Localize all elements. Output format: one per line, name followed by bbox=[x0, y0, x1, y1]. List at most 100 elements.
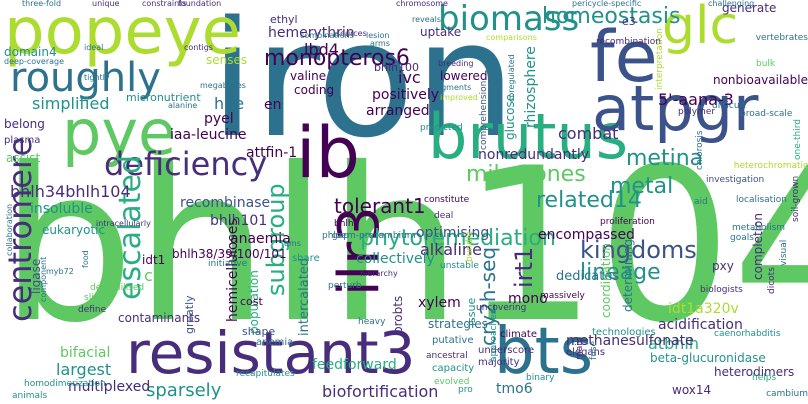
word-bhlh105: metina bbox=[626, 146, 704, 171]
word-bifacial: largest bbox=[56, 360, 112, 379]
word-idt1a320v: acidification bbox=[658, 317, 743, 333]
word-cre: idt1 bbox=[142, 253, 166, 267]
word-caenorhabditis: dicots bbox=[767, 267, 777, 294]
word-milestones: milestones bbox=[466, 162, 586, 187]
word-bhlh: deal bbox=[434, 211, 454, 221]
word-bts: bts bbox=[494, 315, 594, 389]
word-encompassed: dedicates bbox=[556, 269, 620, 284]
word-pericycle-specific: chromosome bbox=[396, 0, 448, 8]
word-cambium: one-third bbox=[793, 119, 803, 160]
word-cost: shape bbox=[242, 325, 276, 338]
word-glucose: arranged bbox=[366, 103, 430, 119]
word-soil-grown: helps bbox=[752, 373, 777, 383]
word-metal: phytoremediation bbox=[360, 226, 556, 251]
word-proliferation: comprehension bbox=[479, 80, 489, 150]
word-binary: pro bbox=[458, 385, 473, 395]
word-homodimerization: component bbox=[39, 256, 48, 302]
word-biomass: biomass bbox=[438, 0, 580, 39]
word-recombination: pericycle-specific bbox=[572, 0, 642, 8]
word-kingdoms: irt1 bbox=[510, 246, 538, 288]
word-metina: metal bbox=[610, 174, 674, 199]
word-iron: iron bbox=[210, 0, 517, 173]
word-intracellularly: initiative bbox=[208, 259, 248, 269]
word-chlorosis: bulk bbox=[756, 59, 776, 69]
word-collaboration: myb72 bbox=[46, 267, 74, 276]
word-difficult: polymer bbox=[678, 107, 716, 117]
word-underscore: putative bbox=[432, 335, 474, 346]
word-contigs: tightly bbox=[84, 73, 110, 82]
word-challenging: recombination bbox=[596, 37, 661, 47]
word-xylem: rhizosphere bbox=[523, 46, 539, 128]
word-recombinase: insoluble bbox=[30, 201, 93, 217]
word-probts: alkaline bbox=[420, 240, 482, 259]
word-issue: climate bbox=[500, 329, 537, 340]
word-alkaline: optimising bbox=[416, 225, 490, 241]
word-feedforward: contaminants bbox=[118, 311, 201, 325]
word-ideal: contigs bbox=[184, 43, 213, 52]
word-ib: ib bbox=[296, 112, 360, 194]
word-segments: improved bbox=[440, 93, 478, 102]
word-improved: coregulated bbox=[507, 54, 516, 102]
word-elegans: majority bbox=[478, 357, 520, 368]
word-micronutrient: uptake bbox=[420, 25, 462, 39]
word-multiplexed: hemicelluloses bbox=[225, 218, 241, 322]
word-insoluble: bhlh101 bbox=[210, 213, 268, 229]
word-deep-coverage: ideal bbox=[84, 43, 104, 52]
word-unstable: bundle bbox=[465, 231, 475, 262]
word-wox14: pxy bbox=[712, 259, 734, 273]
word-hhe: pyel bbox=[204, 111, 234, 127]
word-heavy: define bbox=[78, 305, 107, 315]
word-constitute: predicted bbox=[420, 123, 463, 133]
word-ethyl: e3 bbox=[622, 15, 636, 28]
word-foundation: deep-coverage bbox=[4, 57, 65, 66]
word-deficiency: deficiency bbox=[104, 145, 268, 183]
word-5-aana-3: simplified bbox=[32, 94, 110, 113]
word-completion: metabolism bbox=[732, 223, 786, 233]
word-arms: sources bbox=[336, 29, 367, 38]
word-deal: constitute bbox=[424, 195, 470, 205]
word-ivc: hhe bbox=[214, 94, 245, 113]
word-one-third: broad-scale bbox=[740, 109, 793, 119]
word-biologists: fuse bbox=[589, 340, 599, 360]
word-bundle: uncovering bbox=[476, 303, 527, 313]
word-heterochromatic: soil-grown bbox=[791, 175, 801, 222]
word-initiative: ems bbox=[284, 239, 301, 248]
word-plasma: micronutrient bbox=[126, 91, 201, 104]
word-valine: senses bbox=[206, 53, 248, 67]
word-megabases: alanine bbox=[168, 101, 198, 110]
word-coregulated: combinations bbox=[300, 31, 354, 40]
word-attfin-1: bhlh34bhlh104 bbox=[10, 182, 131, 201]
word-monopteros6: 5'-aana-3 bbox=[658, 90, 734, 109]
word-shape: strategies bbox=[428, 317, 488, 331]
word-dedicates: idt1a320v bbox=[668, 301, 739, 317]
word-positively: coding bbox=[294, 83, 335, 97]
word-pye: pye bbox=[62, 96, 177, 169]
word-beta-glucuronidase: tmo6 bbox=[496, 381, 533, 397]
word-lineage: kingdoms bbox=[580, 236, 697, 264]
word-reveals: comparisons bbox=[486, 33, 537, 42]
word-optimising: collectively bbox=[356, 251, 435, 267]
word-determining: coordination bbox=[599, 243, 613, 318]
word-aid: localisation bbox=[736, 195, 787, 205]
word-bhlh34bhlh104: recombinase bbox=[180, 195, 271, 211]
word-bulk: vertebrates bbox=[755, 33, 808, 43]
word-nonredundantly: determining bbox=[621, 239, 635, 312]
word-metabolism: visual bbox=[779, 239, 789, 266]
word-lbd4: ivc bbox=[398, 68, 421, 87]
word-collectively: encompassed bbox=[538, 227, 635, 243]
word-hierarchy: gap bbox=[332, 231, 349, 241]
word-belong: assist bbox=[6, 151, 41, 165]
word-simplified: hemerythrin bbox=[268, 25, 355, 41]
word-comparisons: lesion bbox=[366, 31, 390, 40]
word-glc: glc bbox=[662, 0, 739, 56]
word-atpgr: atpgr bbox=[592, 72, 759, 145]
word-anemia: share bbox=[292, 253, 320, 264]
word-three-fold: unique bbox=[92, 0, 120, 8]
word-ancestral: evolved bbox=[434, 377, 470, 387]
word-helps: cambium bbox=[766, 389, 808, 399]
word-irt1: monopteros6 bbox=[264, 46, 410, 71]
word-main: caenorhabditis bbox=[714, 329, 781, 339]
word-anaemia: eukaryotic bbox=[42, 223, 106, 237]
word-visual: aid bbox=[694, 197, 708, 207]
word-heterodimers: wox14 bbox=[672, 383, 712, 397]
